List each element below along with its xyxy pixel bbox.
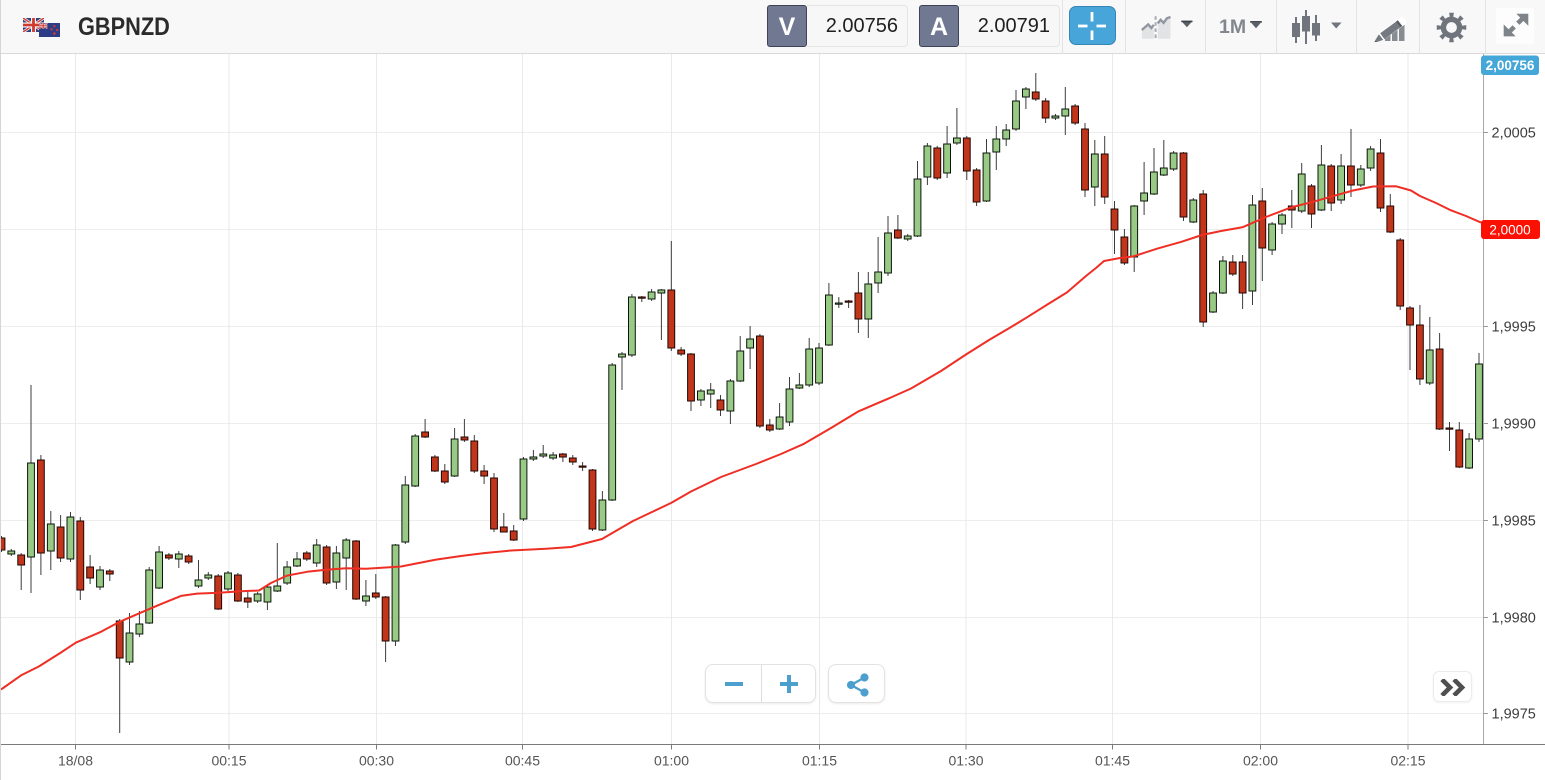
svg-text:2,00756: 2,00756 xyxy=(1486,58,1535,73)
svg-text:00:45: 00:45 xyxy=(505,753,540,769)
svg-text:00:30: 00:30 xyxy=(359,753,394,769)
svg-text:2,0005: 2,0005 xyxy=(1492,126,1536,142)
svg-text:00:15: 00:15 xyxy=(211,753,246,769)
svg-text:1,9980: 1,9980 xyxy=(1492,611,1536,627)
svg-text:01:00: 01:00 xyxy=(654,753,689,769)
svg-text:01:45: 01:45 xyxy=(1095,753,1130,769)
svg-text:1,9975: 1,9975 xyxy=(1492,707,1536,723)
svg-text:01:15: 01:15 xyxy=(802,753,837,769)
svg-text:2,0000: 2,0000 xyxy=(1489,223,1530,238)
svg-text:1,9985: 1,9985 xyxy=(1492,514,1536,530)
svg-text:1,9995: 1,9995 xyxy=(1492,320,1536,336)
svg-text:02:00: 02:00 xyxy=(1243,753,1278,769)
svg-text:18/08: 18/08 xyxy=(58,753,93,769)
svg-text:02:15: 02:15 xyxy=(1390,753,1425,769)
svg-text:01:30: 01:30 xyxy=(948,753,983,769)
svg-text:1,9990: 1,9990 xyxy=(1492,417,1536,433)
